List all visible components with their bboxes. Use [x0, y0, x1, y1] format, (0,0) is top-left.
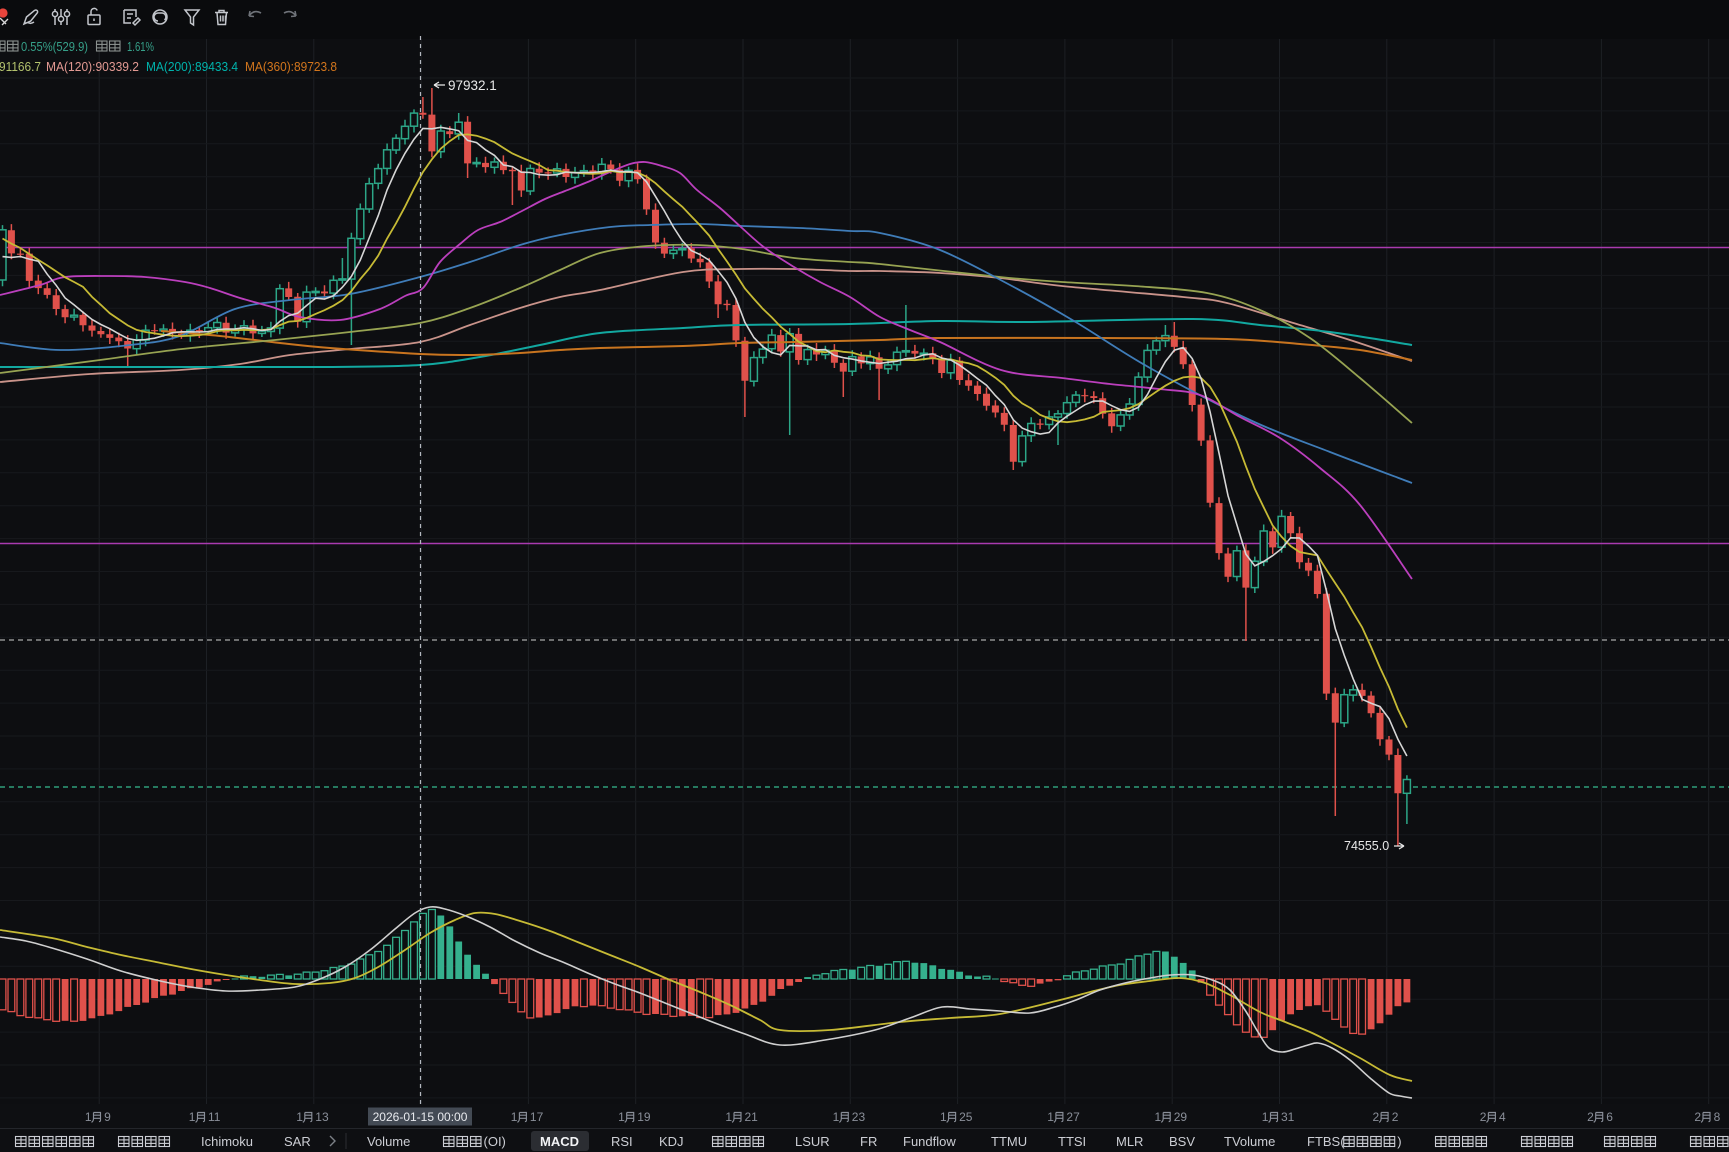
svg-text:MA(200):89433.4: MA(200):89433.4 — [146, 59, 238, 74]
svg-text:1: 1 — [85, 1110, 92, 1124]
svg-text:2: 2 — [1587, 1110, 1594, 1124]
svg-text:): ) — [1397, 1134, 1401, 1149]
svg-text:91166.7: 91166.7 — [0, 59, 41, 74]
svg-text:1: 1 — [833, 1110, 840, 1124]
svg-text:27: 27 — [1066, 1110, 1080, 1124]
svg-text:0.55%(529.9): 0.55%(529.9) — [21, 39, 88, 54]
svg-text:1: 1 — [1155, 1110, 1162, 1124]
svg-text:TVolume: TVolume — [1224, 1134, 1275, 1149]
svg-text:TTSI: TTSI — [1058, 1134, 1086, 1149]
svg-text:25: 25 — [959, 1110, 973, 1124]
svg-text:19: 19 — [637, 1110, 651, 1124]
svg-text:FTBS(: FTBS( — [1307, 1134, 1345, 1149]
svg-text:1: 1 — [725, 1110, 732, 1124]
svg-text:17: 17 — [530, 1110, 544, 1124]
svg-text:2026-01-15 00:00: 2026-01-15 00:00 — [373, 1110, 468, 1124]
svg-text:2: 2 — [1480, 1110, 1487, 1124]
svg-text:4: 4 — [1499, 1110, 1506, 1124]
svg-text:97932.1: 97932.1 — [448, 78, 497, 93]
svg-text:1: 1 — [511, 1110, 518, 1124]
svg-text:(OI): (OI) — [484, 1134, 506, 1149]
svg-text:MACD: MACD — [540, 1134, 579, 1149]
svg-text:2: 2 — [1392, 1110, 1399, 1124]
svg-text:13: 13 — [315, 1110, 329, 1124]
svg-text:SAR: SAR — [284, 1134, 311, 1149]
svg-text:Ichimoku: Ichimoku — [201, 1134, 253, 1149]
svg-text:RSI: RSI — [611, 1134, 633, 1149]
svg-text:9: 9 — [104, 1110, 111, 1124]
svg-text:LSUR: LSUR — [795, 1134, 830, 1149]
svg-text:23: 23 — [852, 1110, 866, 1124]
svg-text:31: 31 — [1281, 1110, 1295, 1124]
svg-text:1: 1 — [189, 1110, 196, 1124]
svg-text:MLR: MLR — [1116, 1134, 1143, 1149]
svg-text:2: 2 — [1373, 1110, 1380, 1124]
svg-text:Volume: Volume — [367, 1134, 410, 1149]
svg-text:MA(360):89723.8: MA(360):89723.8 — [245, 59, 337, 74]
svg-text:11: 11 — [208, 1110, 221, 1124]
svg-text:KDJ: KDJ — [659, 1134, 684, 1149]
svg-text:1: 1 — [1047, 1110, 1054, 1124]
svg-text:1: 1 — [940, 1110, 947, 1124]
svg-text:BSV: BSV — [1169, 1134, 1195, 1149]
svg-text:8: 8 — [1714, 1110, 1721, 1124]
svg-text:Fundflow: Fundflow — [903, 1134, 956, 1149]
svg-text:2: 2 — [1694, 1110, 1701, 1124]
svg-text:74555.0: 74555.0 — [1344, 839, 1389, 853]
svg-text:6: 6 — [1606, 1110, 1613, 1124]
svg-text:TTMU: TTMU — [991, 1134, 1027, 1149]
svg-text:FR: FR — [860, 1134, 877, 1149]
svg-text:1.61%: 1.61% — [127, 39, 154, 54]
svg-text:1: 1 — [1262, 1110, 1269, 1124]
svg-text:29: 29 — [1174, 1110, 1188, 1124]
svg-text:1: 1 — [618, 1110, 625, 1124]
svg-text:MA(120):90339.2: MA(120):90339.2 — [46, 59, 139, 74]
svg-text:1: 1 — [296, 1110, 303, 1124]
svg-text:7: 7 — [0, 1110, 1, 1124]
svg-text:21: 21 — [745, 1110, 759, 1124]
